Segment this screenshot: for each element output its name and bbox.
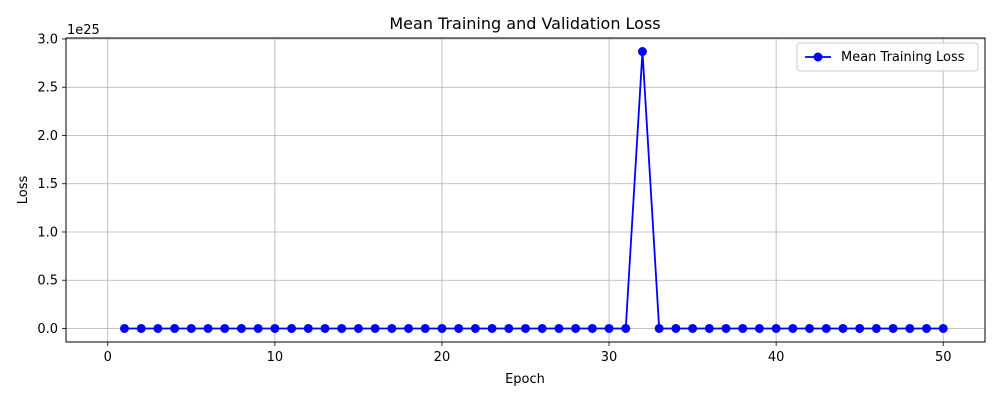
series-layer bbox=[119, 47, 948, 333]
legend-label: Mean Training Loss bbox=[841, 50, 965, 65]
legend-marker bbox=[813, 52, 823, 62]
data-point bbox=[671, 323, 681, 333]
y-axis-label: Loss bbox=[16, 176, 31, 205]
data-point bbox=[136, 323, 146, 333]
data-point bbox=[604, 323, 614, 333]
data-point bbox=[404, 323, 414, 333]
data-point bbox=[186, 323, 196, 333]
data-point bbox=[805, 323, 815, 333]
data-point bbox=[320, 323, 330, 333]
data-point bbox=[721, 323, 731, 333]
data-point bbox=[905, 323, 915, 333]
data-point bbox=[153, 323, 163, 333]
y-tick-label: 0.5 bbox=[37, 274, 58, 289]
data-point bbox=[287, 323, 297, 333]
data-point bbox=[504, 323, 514, 333]
data-point bbox=[587, 323, 597, 333]
data-point bbox=[871, 323, 881, 333]
data-point bbox=[621, 323, 631, 333]
data-point bbox=[554, 323, 564, 333]
data-point bbox=[203, 323, 213, 333]
x-tick-label: 40 bbox=[768, 350, 785, 365]
data-point bbox=[888, 323, 898, 333]
data-point bbox=[270, 323, 280, 333]
y-tick-label: 2.5 bbox=[37, 81, 58, 96]
data-point bbox=[654, 323, 664, 333]
data-point bbox=[337, 323, 347, 333]
y-tick-label: 1.5 bbox=[37, 177, 58, 192]
data-point bbox=[788, 323, 798, 333]
y-axis: 0.0 0.5 1.0 1.5 2.0 2.5 3.0 bbox=[37, 32, 66, 337]
data-point bbox=[688, 323, 698, 333]
data-point bbox=[521, 323, 530, 333]
x-axis-label: Epoch bbox=[505, 372, 545, 387]
data-point bbox=[922, 323, 932, 333]
data-point bbox=[838, 323, 848, 333]
x-tick-label: 50 bbox=[935, 350, 952, 365]
data-point bbox=[387, 323, 397, 333]
data-point bbox=[420, 323, 430, 333]
data-point bbox=[487, 323, 497, 333]
data-point bbox=[119, 323, 129, 333]
y-tick-label: 0.0 bbox=[37, 322, 58, 337]
data-point bbox=[236, 323, 246, 333]
data-point bbox=[437, 323, 447, 333]
data-point bbox=[571, 323, 581, 333]
data-point bbox=[771, 323, 781, 333]
x-tick-label: 30 bbox=[601, 350, 618, 365]
grid bbox=[66, 38, 985, 342]
x-tick-label: 0 bbox=[104, 350, 112, 365]
y-tick-label: 2.0 bbox=[37, 129, 58, 144]
data-point bbox=[470, 323, 480, 333]
plot-frame bbox=[65, 37, 986, 343]
data-point bbox=[220, 323, 230, 333]
x-axis: 0 10 20 30 40 50 bbox=[104, 342, 952, 365]
data-point bbox=[938, 323, 948, 333]
x-tick-label: 10 bbox=[267, 350, 284, 365]
data-point bbox=[855, 323, 865, 333]
data-point bbox=[454, 323, 464, 333]
series-line bbox=[124, 50, 944, 330]
data-point bbox=[170, 323, 180, 333]
data-point bbox=[754, 323, 764, 333]
data-point bbox=[253, 323, 263, 333]
legend-box bbox=[796, 42, 979, 72]
data-point bbox=[821, 323, 831, 333]
y-offset-label: 1e25 bbox=[67, 23, 100, 38]
data-point bbox=[704, 323, 714, 333]
data-point bbox=[303, 323, 313, 333]
chart-title: Mean Training and Validation Loss bbox=[389, 14, 660, 33]
y-tick-label: 3.0 bbox=[37, 32, 58, 47]
x-tick-label: 20 bbox=[434, 350, 451, 365]
y-tick-label: 1.0 bbox=[37, 225, 58, 240]
data-point bbox=[537, 323, 547, 333]
data-point bbox=[353, 323, 363, 333]
data-point bbox=[370, 323, 380, 333]
data-point bbox=[637, 47, 647, 57]
legend: Mean Training Loss bbox=[796, 42, 979, 72]
data-point bbox=[738, 323, 748, 333]
